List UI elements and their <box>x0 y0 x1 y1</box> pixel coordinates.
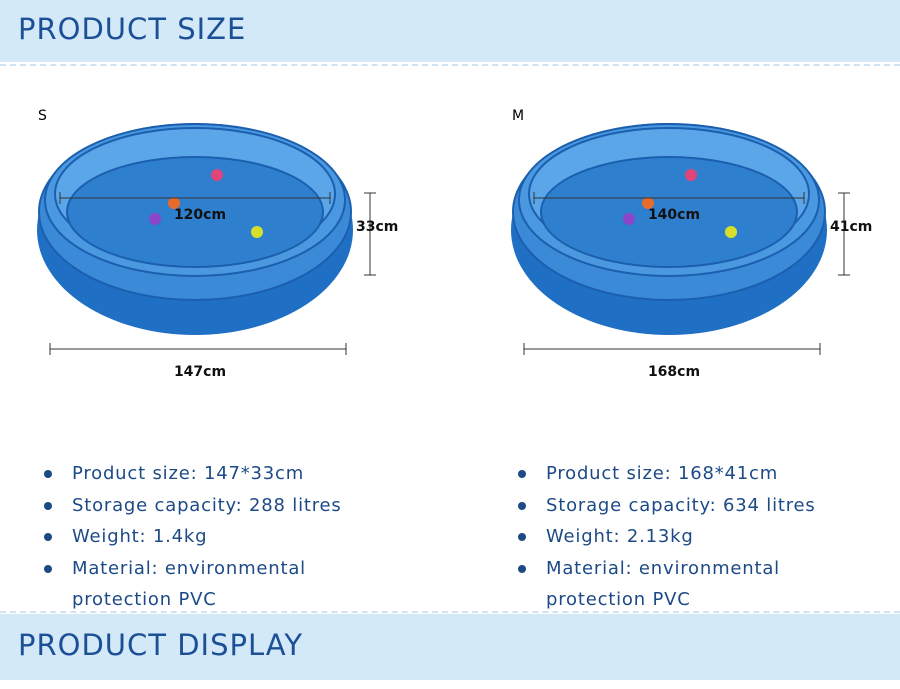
spec-item: Storage capacity: 288 litres <box>42 490 402 522</box>
height: 41cm <box>830 219 872 235</box>
spec-list: Product size: 168*41cm Storage capacity: … <box>516 458 876 616</box>
header-band: PRODUCT SIZE <box>0 0 900 62</box>
spec-item: Product size: 168*41cm <box>516 458 876 490</box>
divider <box>0 64 900 66</box>
outer-diameter: 168cm <box>648 364 700 380</box>
footer-title: PRODUCT DISPLAY <box>18 628 304 662</box>
ball <box>725 226 737 238</box>
spec-item: Material: environmental protection PVC <box>516 553 876 616</box>
product-column: S 120cm 33cm 147cm Product size: 147*33cm Sto… <box>0 62 430 612</box>
ball <box>642 197 654 209</box>
ball <box>251 226 263 238</box>
inner-diameter: 140cm <box>648 207 700 223</box>
product-column: M 140cm 41cm 168cm Product size: 168*41cm Sto… <box>474 62 900 612</box>
inner-diameter: 120cm <box>174 207 226 223</box>
header-title: PRODUCT SIZE <box>18 12 247 46</box>
spec-item: Weight: 2.13kg <box>516 521 876 553</box>
spec-item: Material: environmental protection PVC <box>42 553 402 616</box>
size-label: M <box>512 108 524 124</box>
pool-water <box>66 156 324 268</box>
height: 33cm <box>356 219 398 235</box>
footer-band: PRODUCT DISPLAY <box>0 614 900 680</box>
ball <box>168 197 180 209</box>
spec-item: Weight: 1.4kg <box>42 521 402 553</box>
spec-list: Product size: 147*33cm Storage capacity: … <box>42 458 402 616</box>
pool-water <box>540 156 798 268</box>
pool-figure: S 120cm 33cm 147cm <box>37 108 398 380</box>
ball <box>211 169 223 181</box>
pool-figure: M 140cm 41cm 168cm <box>511 108 872 380</box>
ball <box>685 169 697 181</box>
spec-item: Storage capacity: 634 litres <box>516 490 876 522</box>
ball <box>149 213 161 225</box>
size-label: S <box>38 108 47 124</box>
spec-item: Product size: 147*33cm <box>42 458 402 490</box>
divider <box>0 611 900 613</box>
outer-diameter: 147cm <box>174 364 226 380</box>
ball <box>623 213 635 225</box>
